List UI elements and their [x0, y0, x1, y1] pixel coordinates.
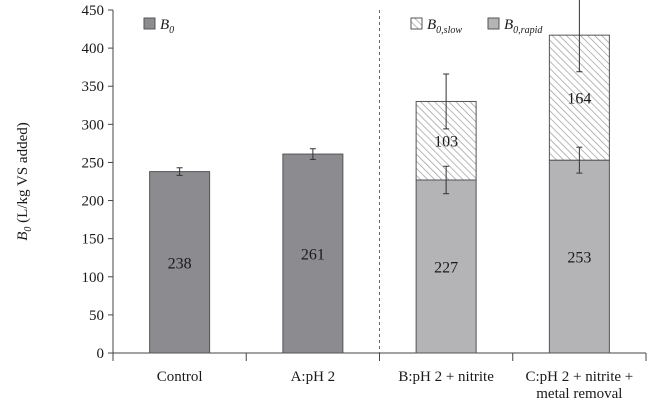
y-tick-label: 200	[82, 194, 105, 210]
data-label: 103	[434, 134, 458, 151]
y-tick-label: 50	[89, 308, 104, 324]
y-tick-label: 350	[82, 79, 105, 95]
y-tick-label: 150	[82, 232, 105, 248]
y-axis-title: B0 (L/kg VS added)	[15, 122, 34, 240]
data-label: 164	[567, 91, 591, 108]
legend-swatch	[143, 17, 156, 30]
y-tick-label: 250	[82, 155, 105, 171]
data-label: 253	[567, 250, 591, 267]
legend-swatch	[487, 17, 500, 30]
legend-label: B0	[160, 17, 174, 36]
data-labels-group: 238 261 227 103 253 164	[168, 91, 592, 277]
y-tick-label: 100	[82, 270, 105, 286]
bar-b0	[149, 171, 211, 354]
legend-label: B0,slow	[427, 17, 462, 36]
legend-swatch	[410, 17, 423, 30]
x-category-label: metal removal	[536, 386, 622, 402]
y-tick-label: 450	[82, 3, 105, 19]
legend: B0 B0,slow B0,rapid	[143, 17, 543, 36]
y-tick-label: 400	[82, 41, 105, 57]
y-tick-label: 0	[97, 346, 105, 362]
x-category-label: Control	[157, 369, 203, 385]
y-axis-label: B0 (L/kg VS added)	[15, 122, 34, 240]
data-label: 238	[168, 255, 192, 272]
x-category-label: A:pH 2	[291, 369, 336, 385]
x-category-label: B:pH 2 + nitrite	[398, 369, 494, 385]
error-bars-group	[176, 0, 583, 195]
legend-label: B0,rapid	[504, 17, 543, 36]
bars-group	[149, 34, 610, 354]
y-tick-label: 300	[82, 117, 105, 133]
data-label: 227	[434, 259, 458, 276]
y-axis: 0 50 100 150 200 250 300 350 400 450	[82, 3, 114, 362]
data-label: 261	[301, 247, 325, 264]
x-category-label: C:pH 2 + nitrite +	[526, 369, 634, 385]
bar-b0-rapid	[548, 159, 610, 354]
